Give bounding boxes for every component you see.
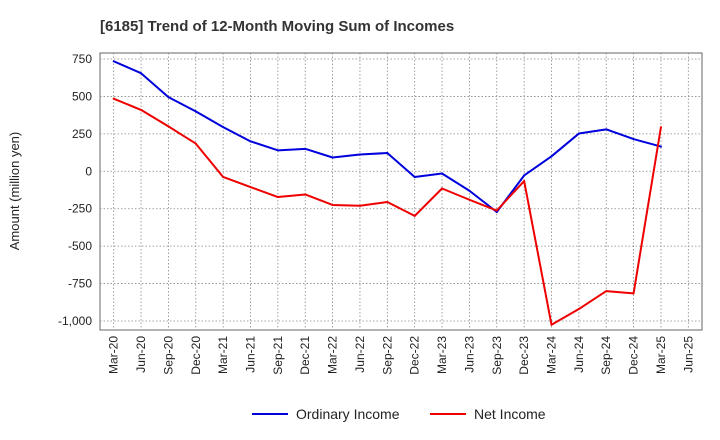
y-tick-label: 750 <box>72 52 92 66</box>
data-point-net-income <box>495 209 498 212</box>
x-tick-label: Jun-21 <box>244 336 258 373</box>
data-point-net-income <box>441 187 444 190</box>
data-point-net-income <box>140 108 143 111</box>
x-tick-label: Dec-22 <box>408 336 422 375</box>
x-tick-label: Dec-21 <box>298 336 312 375</box>
data-point-net-income <box>386 200 389 203</box>
data-point-net-income <box>605 290 608 293</box>
y-tick-label: -500 <box>68 239 92 253</box>
data-point-ordinary-income <box>495 211 498 214</box>
x-tick-label: Jun-20 <box>134 336 148 373</box>
x-tick-label: Dec-24 <box>627 336 641 375</box>
x-tick-label: Sep-20 <box>161 336 175 375</box>
data-point-ordinary-income <box>605 128 608 131</box>
x-tick-label: Sep-23 <box>490 336 504 375</box>
data-point-ordinary-income <box>468 189 471 192</box>
data-point-net-income <box>331 203 334 206</box>
data-point-net-income <box>276 196 279 199</box>
legend-label-net-income: Net Income <box>474 406 546 422</box>
data-point-ordinary-income <box>577 132 580 135</box>
data-point-net-income <box>550 323 553 326</box>
series-lines <box>112 60 662 326</box>
data-point-ordinary-income <box>441 172 444 175</box>
data-point-ordinary-income <box>331 156 334 159</box>
y-axis-label: Amount (million yen) <box>7 132 22 251</box>
x-tick-label: Dec-20 <box>189 336 203 375</box>
chart-title: [6185] Trend of 12-Month Moving Sum of I… <box>100 18 454 35</box>
data-point-ordinary-income <box>358 153 361 156</box>
x-tick-label: Mar-22 <box>326 336 340 374</box>
x-tick-label: Jun-22 <box>353 336 367 373</box>
x-tick-label: Mar-24 <box>545 336 559 374</box>
plot-area <box>99 52 703 331</box>
data-point-net-income <box>167 125 170 128</box>
data-point-net-income <box>413 214 416 217</box>
x-tick-label: Mar-20 <box>107 336 121 374</box>
x-gridlines <box>113 53 689 330</box>
x-tick-label: Mar-25 <box>654 336 668 374</box>
data-point-ordinary-income <box>632 138 635 141</box>
data-point-ordinary-income <box>222 126 225 129</box>
data-point-ordinary-income <box>304 147 307 150</box>
data-point-net-income <box>577 308 580 311</box>
y-tick-label: -250 <box>68 202 92 216</box>
x-tick-label: Jun-25 <box>681 336 695 373</box>
data-point-ordinary-income <box>167 96 170 99</box>
data-point-ordinary-income <box>659 145 662 148</box>
data-point-net-income <box>659 126 662 129</box>
y-tick-label: -750 <box>68 277 92 291</box>
y-tick-label: 500 <box>72 89 92 103</box>
data-point-ordinary-income <box>413 175 416 178</box>
data-point-ordinary-income <box>249 140 252 143</box>
data-point-net-income <box>632 292 635 295</box>
x-tick-labels: Mar-20 Jun-20 Sep-20 Dec-20 Mar-21 Jun-21 Sep-… <box>107 336 696 375</box>
y-tick-labels: 750 500 250 0 -250 -500 -750 -1,000 <box>58 52 92 328</box>
data-point-net-income <box>194 142 197 145</box>
x-tick-label: Sep-24 <box>599 336 613 375</box>
data-point-ordinary-income <box>386 152 389 155</box>
x-tick-label: Jun-23 <box>462 336 476 373</box>
data-point-net-income <box>112 97 115 100</box>
data-point-ordinary-income <box>140 72 143 75</box>
x-tick-label: Jun-24 <box>572 336 586 373</box>
data-point-net-income <box>222 175 225 178</box>
x-tick-label: Mar-21 <box>216 336 230 374</box>
data-point-ordinary-income <box>276 149 279 152</box>
x-tick-label: Sep-22 <box>380 336 394 375</box>
data-point-net-income <box>304 193 307 196</box>
x-tick-label: Mar-23 <box>435 336 449 374</box>
data-point-net-income <box>249 186 252 189</box>
data-point-ordinary-income <box>523 174 526 177</box>
data-point-ordinary-income <box>112 60 115 63</box>
data-point-ordinary-income <box>550 155 553 158</box>
legend-label-ordinary-income: Ordinary Income <box>296 406 400 422</box>
data-point-net-income <box>468 198 471 201</box>
data-point-net-income <box>358 204 361 207</box>
y-tick-label: 0 <box>85 164 92 178</box>
data-point-net-income <box>523 180 526 183</box>
y-tick-label: 250 <box>72 127 92 141</box>
x-tick-label: Dec-23 <box>517 336 531 375</box>
data-point-ordinary-income <box>194 110 197 113</box>
legend: Ordinary Income Net Income <box>252 406 546 422</box>
x-tick-label: Sep-21 <box>271 336 285 375</box>
y-tick-label: -1,000 <box>58 314 92 328</box>
